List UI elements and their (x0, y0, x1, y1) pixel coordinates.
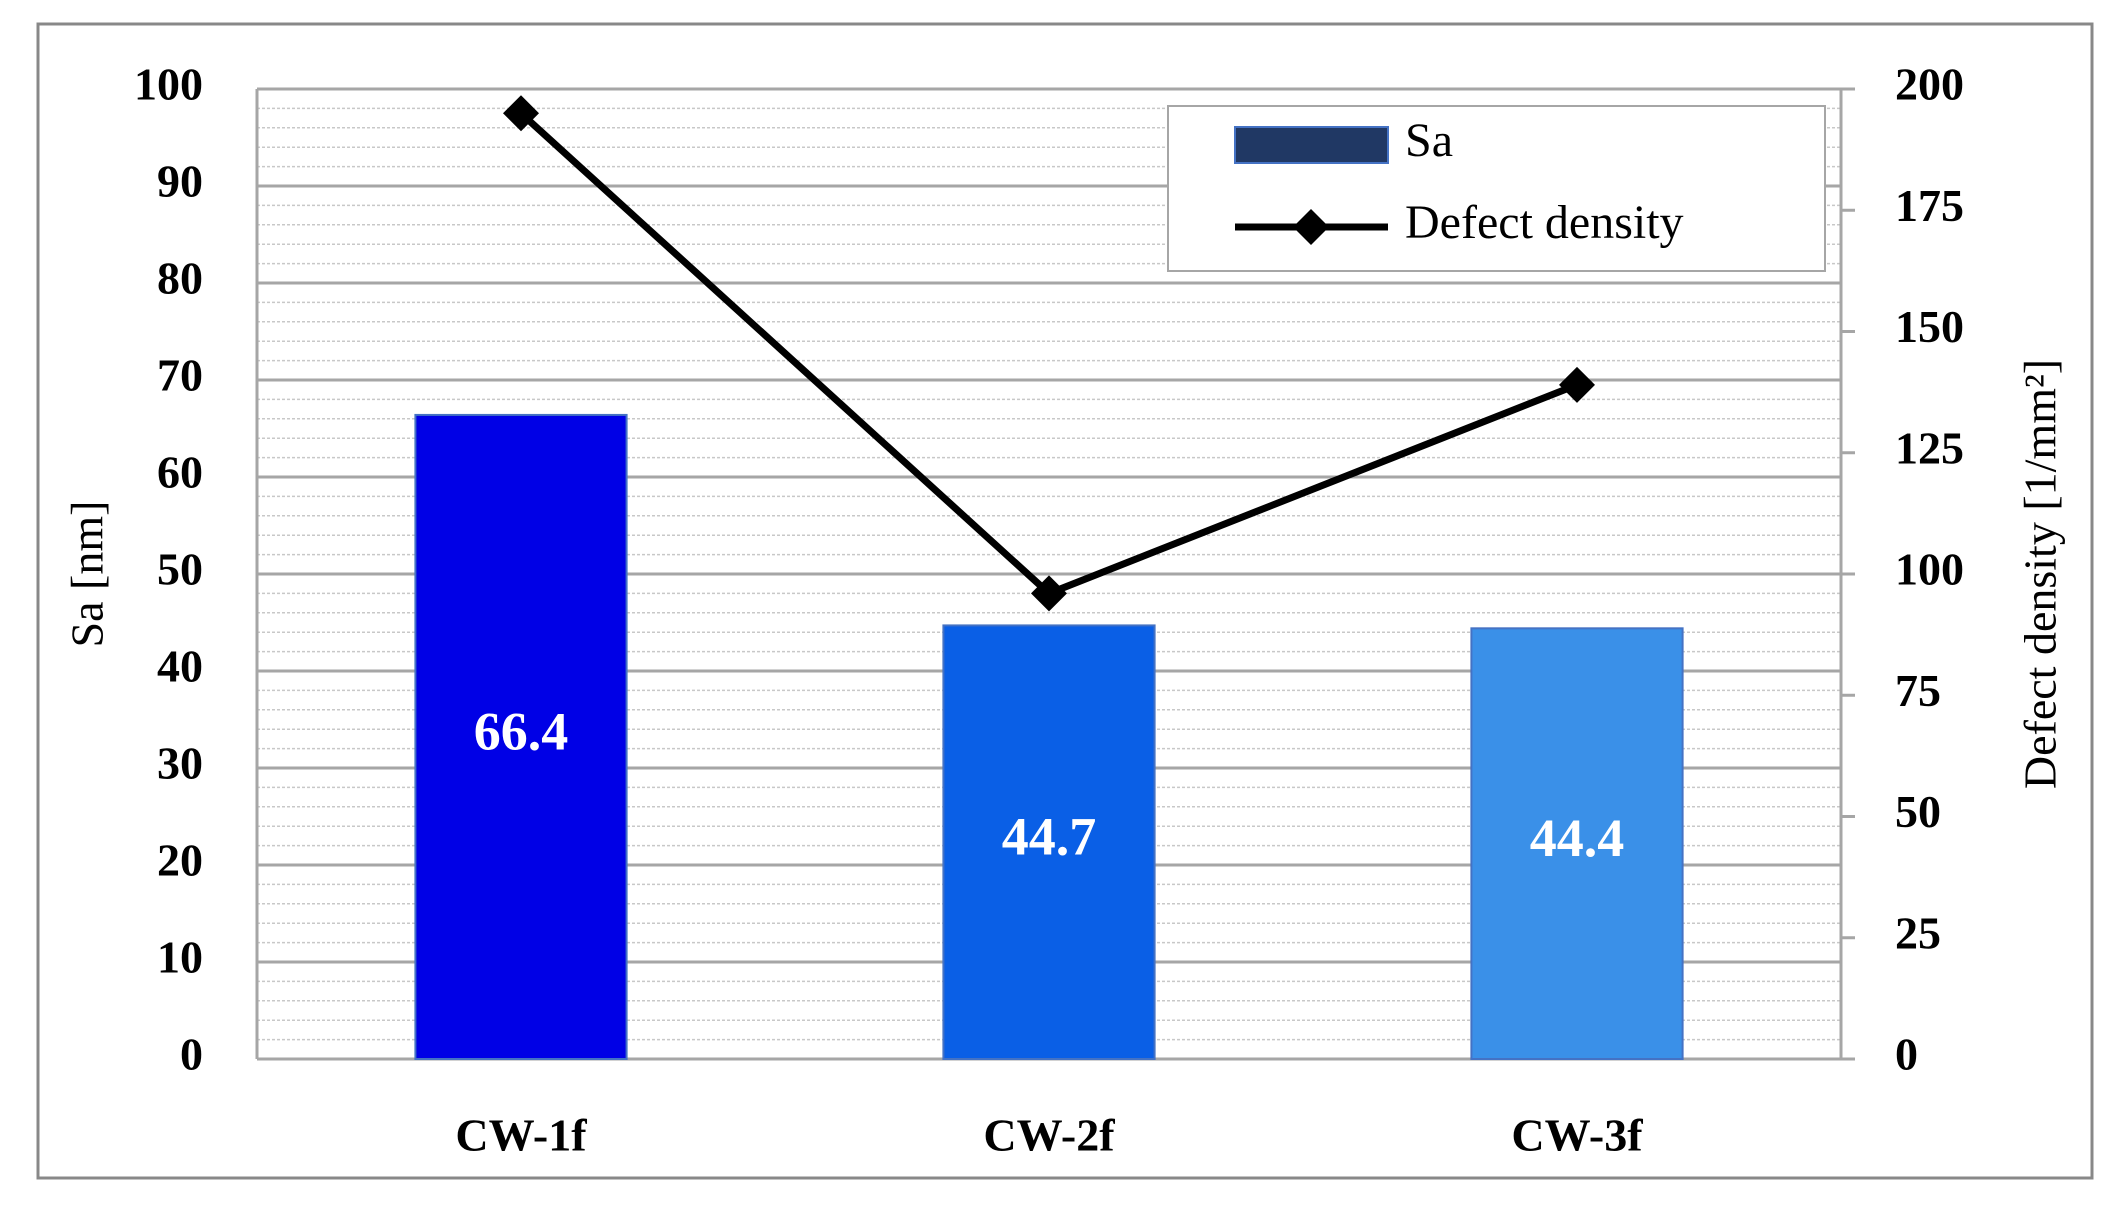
y-tick-label: 30 (157, 738, 203, 789)
y2-tick-label: 25 (1895, 907, 1941, 958)
y-tick-label: 20 (157, 835, 203, 886)
x-tick-label: CW-2f (983, 1110, 1115, 1161)
legend: Sa Defect density (1167, 105, 1826, 272)
y2-tick-label: 125 (1895, 422, 1964, 473)
y2-tick-label: 75 (1895, 665, 1941, 716)
y2-tick-label: 175 (1895, 180, 1964, 231)
marker (1559, 366, 1595, 403)
y-tick-label: 70 (157, 350, 203, 401)
y2-tick-label: 100 (1895, 544, 1964, 595)
y-axis-title: Sa [nm] (62, 501, 113, 648)
y2-tick-label: 200 (1895, 59, 1964, 110)
legend-marker (1293, 209, 1329, 245)
data-label: 44.4 (1530, 808, 1625, 868)
y-tick-label: 100 (134, 59, 203, 110)
x-tick-label: CW-1f (455, 1110, 587, 1161)
y2-tick-label: 0 (1895, 1029, 1918, 1080)
legend-swatch (1234, 126, 1389, 164)
bar (414, 413, 628, 1061)
data-label: 66.4 (474, 701, 569, 761)
y-tick-label: 0 (180, 1029, 203, 1080)
y2-tick-label: 50 (1895, 786, 1941, 837)
y-tick-label: 80 (157, 253, 203, 304)
y-tick-label: 50 (157, 544, 203, 595)
legend-label: Defect density (1405, 196, 1684, 249)
y-tick-label: 10 (157, 932, 203, 983)
x-tick-label: CW-3f (1511, 1110, 1643, 1161)
y-tick-label: 90 (157, 156, 203, 207)
marker (1031, 575, 1067, 612)
data-label: 44.7 (1002, 807, 1097, 867)
legend-label: Sa (1405, 114, 1453, 167)
y-tick-label: 60 (157, 447, 203, 498)
bar (942, 624, 1156, 1060)
y2-tick-label: 150 (1895, 301, 1964, 352)
y2-axis-title: Defect density [1/mm²] (2015, 359, 2066, 789)
y-tick-label: 40 (157, 641, 203, 692)
bar (1470, 627, 1684, 1060)
marker (503, 95, 539, 132)
